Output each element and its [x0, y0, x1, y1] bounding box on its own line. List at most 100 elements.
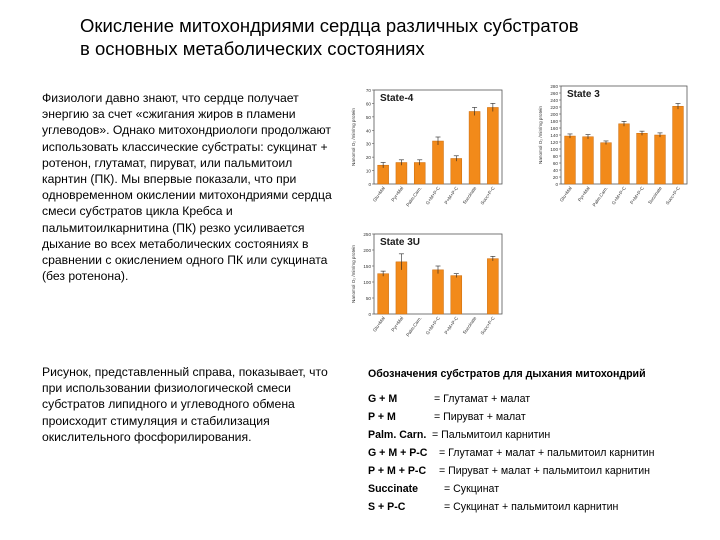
y-tick-label: 50	[366, 296, 372, 301]
legend-desc: = Сукцинат	[444, 483, 500, 495]
legend-code: Palm. Carn.	[368, 429, 427, 441]
x-tick-label: Pyr+Mal	[577, 186, 591, 203]
y-axis-label: Nanomol O₂ /min/mg protein	[351, 245, 356, 303]
bar	[377, 273, 389, 315]
bar	[654, 134, 666, 185]
x-tick-label: P+M+P-C	[629, 185, 645, 205]
y-tick-label: 100	[363, 280, 371, 285]
bar	[395, 162, 408, 185]
x-tick-label: Succinate	[647, 185, 663, 205]
y-tick-label: 20	[366, 155, 372, 160]
x-tick-label: Glu+Mal	[559, 186, 573, 203]
legend-row: Palm. Carn. = Пальмитоил карнитин	[368, 426, 708, 444]
x-tick-label: Pyr+Mal	[390, 316, 404, 333]
y-tick-label: 30	[366, 142, 372, 147]
y-tick-label: 120	[550, 140, 558, 145]
chart-title: State 3	[567, 89, 600, 100]
chart-state-4: 0 10 20 30 40 50 60 70 Nanomol O₂ /min/mg protei…	[346, 74, 508, 240]
bar	[636, 133, 648, 185]
y-tick-label: 280	[550, 84, 558, 89]
intro-paragraph: Физиологи давно знают, что сердце получа…	[42, 91, 332, 284]
x-tick-label: Succ+P-C	[480, 185, 496, 205]
bar	[618, 123, 630, 185]
x-tick-label: P+M+P-C	[443, 185, 459, 205]
chart-state-3u-svg: 0 50 100 150 200 250 Nanomol O₂ /min/mg protei…	[351, 232, 503, 338]
chart-state-3: 0 20 40 60 80 100 120 140 160 180 200 220 240 260 280 N…	[527, 74, 693, 240]
bar	[413, 162, 426, 185]
y-tick-label: 220	[550, 105, 558, 110]
y-tick-label: 70	[366, 88, 372, 93]
x-tick-label: Succinate	[462, 315, 478, 335]
y-tick-label: 0	[368, 182, 371, 187]
x-tick-label: G+M+P-C	[611, 185, 627, 205]
legend-row: S + P-C = Сукцинат + пальмитоил карнитин	[368, 498, 708, 516]
y-tick-label: 180	[550, 119, 558, 124]
x-tick-label: Palm.Carn.	[405, 186, 422, 208]
x-tick-label: Palm.Carn.	[592, 186, 609, 208]
legend-code: G + M + P-C	[368, 447, 428, 459]
figure-description-paragraph: Рисунок, представленный справа, показыва…	[42, 365, 328, 444]
y-tick-label: 160	[550, 126, 558, 131]
x-tick-label: Pyr+Mal	[390, 186, 404, 203]
y-tick-label: 140	[550, 133, 558, 138]
legend-row: P + M + P-C = Пируват + малат + пальмитои…	[368, 462, 708, 480]
y-tick-label: 200	[363, 248, 371, 253]
x-tick-label: Succinate	[462, 185, 478, 205]
bar	[468, 111, 481, 185]
y-tick-label: 40	[366, 128, 372, 133]
legend-code: G + M	[368, 393, 398, 405]
chart-state-3-svg: 0 20 40 60 80 100 120 140 160 180 200 220 240 260 280 N…	[538, 84, 688, 208]
chart-state-4-svg: 0 10 20 30 40 50 60 70 Nanomol O₂ /min/mg protei…	[351, 88, 503, 208]
y-tick-label: 240	[550, 98, 558, 103]
y-tick-label: 60	[366, 101, 372, 106]
y-tick-label: 60	[553, 161, 559, 166]
legend-row: G + M = Глутамат + малат	[368, 390, 708, 408]
y-tick-label: 80	[553, 154, 559, 159]
substrate-legend: Обозначения субстратов для дыхания митох…	[368, 368, 708, 516]
y-tick-label: 100	[550, 147, 558, 152]
y-tick-label: 250	[363, 232, 371, 237]
legend-row: P + M = Пируват + малат	[368, 408, 708, 426]
y-tick-label: 20	[553, 175, 559, 180]
bar	[672, 106, 684, 185]
chart-title: State-4	[380, 93, 414, 104]
bar	[582, 136, 594, 185]
x-tick-label: G+M+P-C	[425, 185, 441, 205]
legend-code: Succinate	[368, 483, 419, 495]
x-tick-label: Palm.Carn.	[405, 316, 422, 338]
legend-desc: = Пальмитоил карнитин	[432, 429, 551, 441]
legend-desc: = Пируват + малат + пальмитоил карнитин	[439, 465, 651, 477]
legend-code: P + M + P-C	[368, 465, 427, 477]
legend-desc: = Сукцинат + пальмитоил карнитин	[444, 501, 619, 513]
x-tick-label: P+M+P-C	[443, 315, 459, 335]
y-tick-label: 200	[550, 112, 558, 117]
slide-title-line-2: в основных метаболических состояниях	[80, 38, 425, 59]
y-tick-label: 0	[368, 312, 371, 317]
y-tick-label: 0	[555, 182, 558, 187]
bar	[432, 269, 444, 315]
y-axis-label: Nanomol O₂ /min/mg protein	[351, 108, 356, 166]
y-tick-label: 50	[366, 115, 372, 120]
bar	[432, 140, 444, 185]
bar	[487, 258, 499, 315]
slide-title: Окисление митохондриями сердца различных…	[80, 14, 680, 60]
chart-state-3u: 0 50 100 150 200 250 Nanomol O₂ /min/mg protei…	[346, 220, 508, 364]
bar	[377, 164, 389, 185]
x-tick-label: Succ+P-C	[480, 315, 496, 335]
legend-desc: = Глутамат + малат	[434, 393, 531, 405]
legend-code: P + M	[368, 411, 396, 423]
legend-row: G + M + P-C = Глутамат + малат + пальмито…	[368, 444, 708, 462]
x-tick-label: Glu+Mal	[372, 316, 386, 333]
y-tick-label: 260	[550, 91, 558, 96]
legend-desc: = Пируват + малат	[434, 411, 526, 423]
chart-title: State 3U	[380, 237, 420, 248]
x-tick-label: Glu+Mal	[372, 186, 386, 203]
legend-row: Succinate = Сукцинат	[368, 480, 708, 498]
bar	[600, 142, 612, 185]
y-tick-label: 150	[363, 264, 371, 269]
bar	[487, 107, 499, 185]
bar	[564, 135, 576, 185]
x-tick-label: G+M+P-C	[425, 315, 441, 335]
legend-code: S + P-C	[368, 501, 406, 513]
y-tick-label: 10	[366, 169, 372, 174]
